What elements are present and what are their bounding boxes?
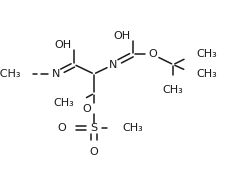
Text: O: O xyxy=(90,147,98,157)
Text: CH₃: CH₃ xyxy=(163,85,184,95)
Text: O: O xyxy=(83,104,92,114)
Text: N: N xyxy=(109,60,118,70)
Text: O: O xyxy=(57,123,66,133)
Text: OCH₃: OCH₃ xyxy=(0,69,21,79)
Text: N: N xyxy=(52,69,60,79)
Text: CH₃: CH₃ xyxy=(54,98,74,108)
Text: OH: OH xyxy=(55,40,72,50)
Text: CH₃: CH₃ xyxy=(196,69,217,79)
Text: CH₃: CH₃ xyxy=(122,123,143,133)
Text: S: S xyxy=(90,123,98,133)
Text: OH: OH xyxy=(113,31,131,41)
Text: CH₃: CH₃ xyxy=(196,49,217,59)
Text: O: O xyxy=(148,49,157,59)
